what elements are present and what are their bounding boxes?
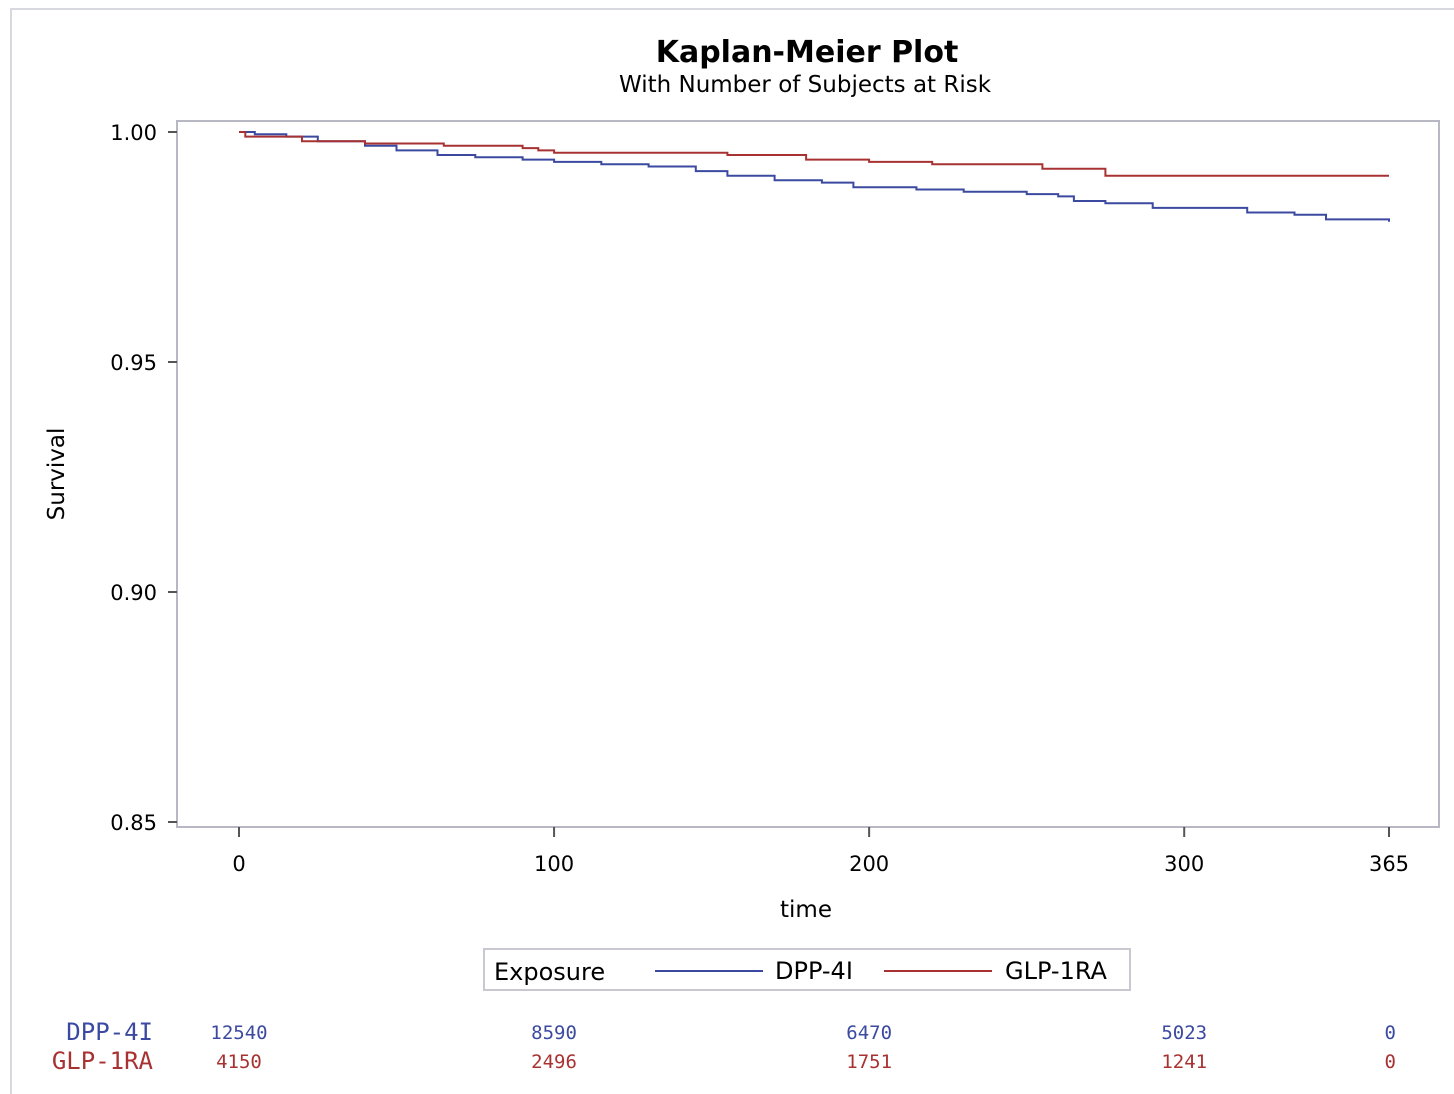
legend-label-dpp4i: DPP-4I [775,957,853,985]
at-risk-table: DPP-4I 12540 8590 6470 5023 0 GLP-1RA 4150 2496 1… [52,1018,1396,1075]
x-axis: 0 100 200 300 365 [232,827,1409,876]
at-risk-value-dpp4i: 12540 [210,1022,267,1044]
series-layer [239,131,1390,222]
at-risk-label-dpp4i: DPP-4I [66,1018,153,1046]
y-axis-label: Survival [44,428,70,521]
x-tick-label: 300 [1164,852,1204,876]
chart-subtitle: With Number of Subjects at Risk [619,72,992,98]
at-risk-label-glp1ra: GLP-1RA [52,1047,154,1075]
series-line-glp1ra [239,131,1389,177]
at-risk-value-glp1ra: 1241 [1161,1051,1207,1073]
x-tick-label: 100 [534,852,574,876]
at-risk-value-dpp4i: 5023 [1161,1022,1207,1044]
legend-label-glp1ra: GLP-1RA [1005,957,1108,985]
plot-area [176,120,1440,828]
y-tick-label: 1.00 [110,121,157,145]
x-tick-label: 0 [232,852,245,876]
at-risk-value-dpp4i: 0 [1385,1022,1396,1044]
at-risk-value-glp1ra: 4150 [216,1051,262,1073]
at-risk-value-dpp4i: 6470 [846,1022,892,1044]
y-tick-label: 0.90 [110,581,157,605]
y-tick-label: 0.95 [110,351,157,375]
x-tick-label: 365 [1369,852,1409,876]
legend-box [483,948,1131,991]
x-axis-label: time [780,897,832,923]
legend: Exposure DPP-4I GLP-1RA [483,948,1131,991]
at-risk-value-glp1ra: 0 [1385,1051,1396,1073]
series-line-dpp4i [239,131,1390,222]
chart-title: Kaplan-Meier Plot [656,35,959,70]
x-tick-label: 200 [849,852,889,876]
chart-frame [10,8,1454,1094]
at-risk-value-glp1ra: 1751 [846,1051,892,1073]
y-tick-label: 0.85 [110,811,157,835]
at-risk-value-dpp4i: 8590 [531,1022,577,1044]
y-axis: 0.85 0.90 0.95 1.00 [110,121,177,835]
legend-title: Exposure [494,958,605,986]
at-risk-value-glp1ra: 2496 [531,1051,577,1073]
